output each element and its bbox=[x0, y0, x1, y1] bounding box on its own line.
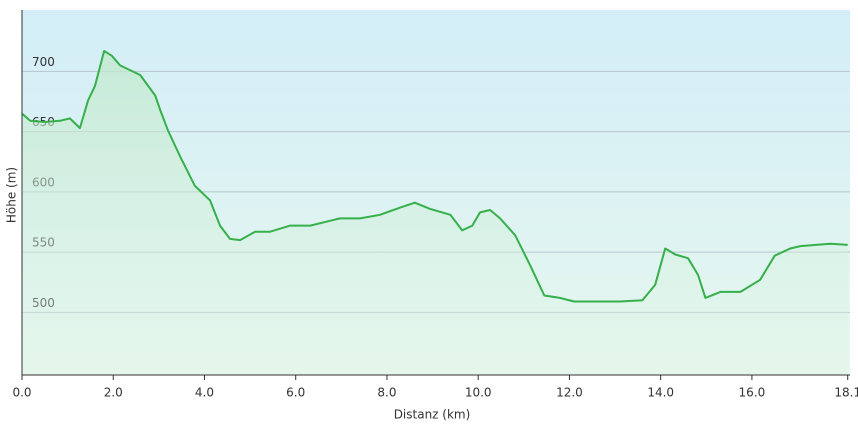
y-axis-label: Höhe (m) bbox=[5, 167, 19, 223]
x-tick-label: 10.0 bbox=[465, 386, 492, 400]
x-tick-label: 6.0 bbox=[286, 386, 305, 400]
x-tick-label: 2.0 bbox=[104, 386, 123, 400]
x-tick-label: 4.0 bbox=[195, 386, 214, 400]
x-tick-label: 16.0 bbox=[739, 386, 766, 400]
elevation-area bbox=[22, 51, 848, 375]
x-tick-label: 12.0 bbox=[556, 386, 583, 400]
x-tick-label: 14.0 bbox=[647, 386, 674, 400]
x-tick-label: 0.0 bbox=[12, 386, 31, 400]
x-tick-label: 8.0 bbox=[377, 386, 396, 400]
x-axis-label: Distanz (km) bbox=[394, 408, 471, 422]
x-tick-label: 18.1 bbox=[834, 386, 858, 400]
elevation-line bbox=[21, 50, 848, 303]
y-tick-label: 700 bbox=[32, 55, 55, 69]
